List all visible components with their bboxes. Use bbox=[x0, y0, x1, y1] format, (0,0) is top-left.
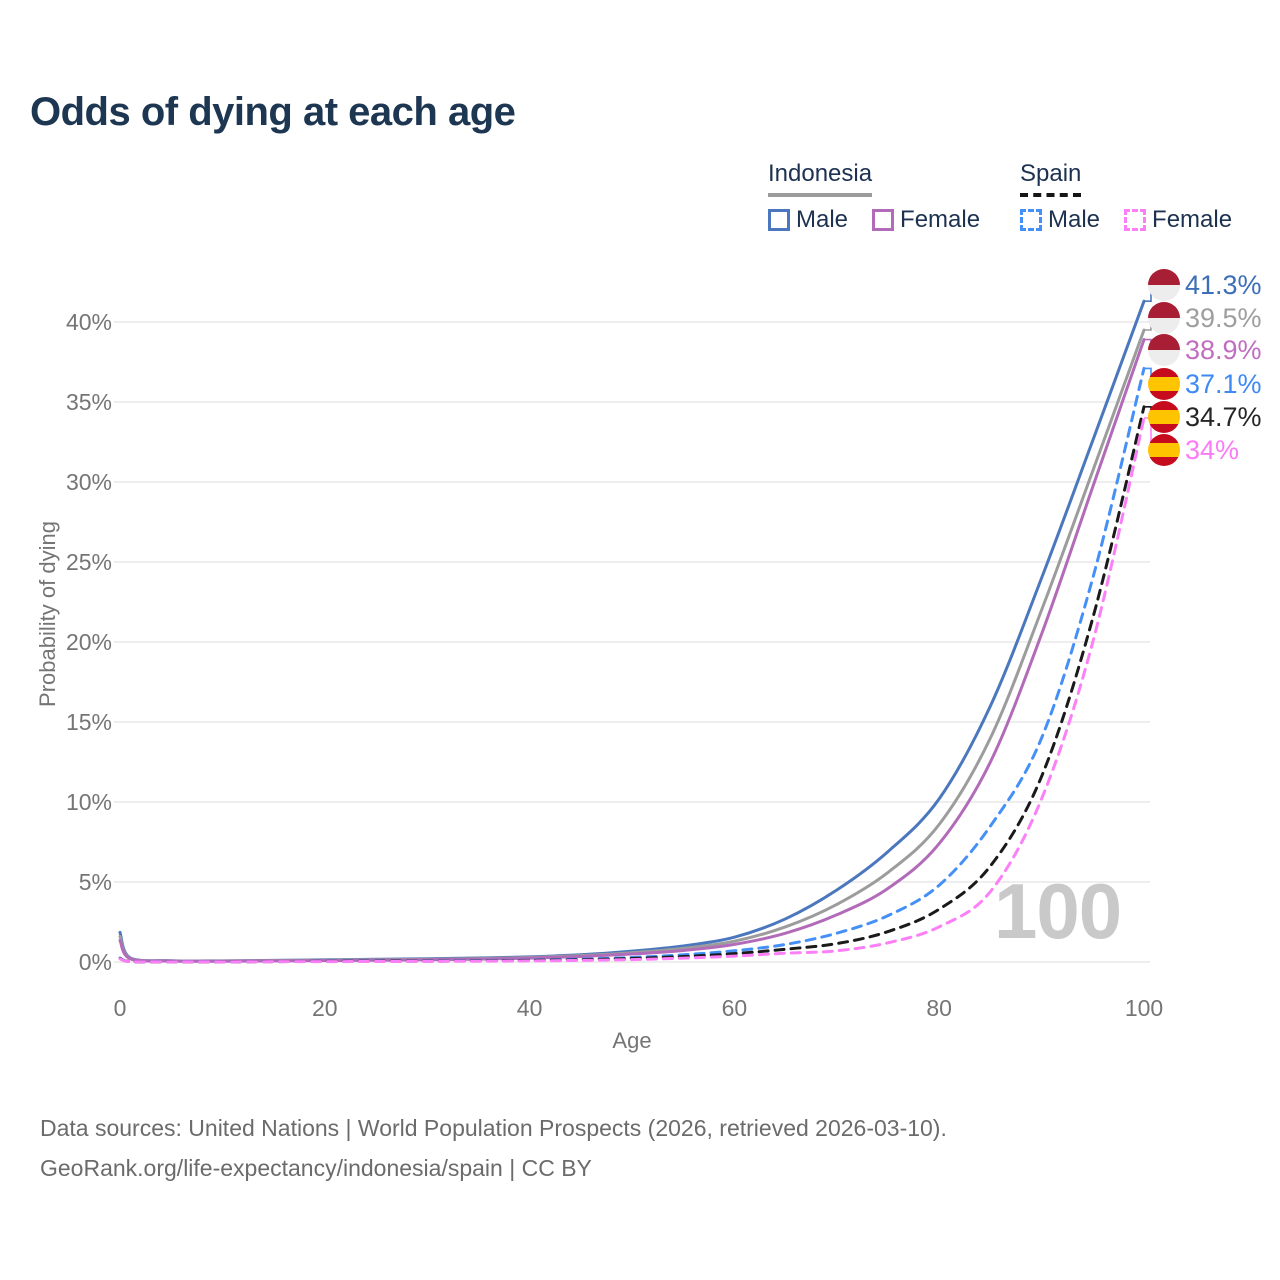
legend-item-indonesia-female: Female bbox=[872, 206, 980, 234]
legend-label-spain-male: Male bbox=[1048, 206, 1101, 233]
y-tick-label-0: 0% bbox=[79, 949, 112, 975]
series-line-indonesia-male bbox=[118, 299, 1146, 963]
end-label-spain-female: 34% bbox=[1148, 434, 1239, 466]
legend-label-indonesia-female: Female bbox=[900, 206, 981, 233]
spain-flag-icon bbox=[1148, 434, 1180, 466]
y-tick-label-25: 25% bbox=[66, 549, 112, 575]
end-label-spain-both-sexes: 34.7% bbox=[1148, 401, 1262, 433]
legend-checkbox-spain-male[interactable] bbox=[1020, 209, 1042, 231]
legend-header-spain: Spain bbox=[1020, 160, 1082, 197]
series-line-spain-male bbox=[118, 366, 1146, 964]
x-axis-title: Age bbox=[612, 1028, 652, 1053]
end-value: 39.5% bbox=[1185, 302, 1262, 333]
indonesia-flag-icon bbox=[1148, 302, 1180, 334]
y-tick-label-10: 10% bbox=[66, 789, 112, 815]
end-value: 34.7% bbox=[1185, 401, 1262, 432]
x-tick-label-0: 0 bbox=[114, 995, 127, 1021]
y-tick-label-40: 40% bbox=[66, 309, 112, 335]
legend-item-spain-male: Male bbox=[1020, 206, 1100, 234]
x-tick-label-80: 80 bbox=[926, 995, 952, 1021]
x-tick-label-40: 40 bbox=[517, 995, 543, 1021]
legend-label-spain-female: Female bbox=[1152, 206, 1233, 233]
spain-flag-icon bbox=[1148, 368, 1180, 400]
legend-group-spain: Spain Male Female bbox=[1020, 160, 1232, 234]
x-tick-label-100: 100 bbox=[1125, 995, 1163, 1021]
end-label-spain-male: 37.1% bbox=[1148, 368, 1262, 400]
end-label-indonesia-female: 38.9% bbox=[1148, 334, 1262, 366]
y-tick-label-5: 5% bbox=[79, 869, 112, 895]
end-value: 37.1% bbox=[1185, 368, 1262, 399]
y-tick-label-15: 15% bbox=[66, 709, 112, 735]
series-line-indonesia-both-sexes bbox=[118, 328, 1146, 963]
indonesia-flag-icon bbox=[1148, 334, 1180, 366]
end-value: 38.9% bbox=[1185, 334, 1262, 365]
y-tick-label-20: 20% bbox=[66, 629, 112, 655]
footer-attribution: GeoRank.org/life-expectancy/indonesia/sp… bbox=[40, 1155, 592, 1181]
legend-checkbox-indonesia-male[interactable] bbox=[768, 209, 790, 231]
footer: Data sources: United Nations | World Pop… bbox=[40, 1108, 947, 1188]
legend-checkbox-indonesia-female[interactable] bbox=[872, 209, 895, 231]
end-label-indonesia-male: 41.3% bbox=[1148, 269, 1262, 301]
legend-label-indonesia-male: Male bbox=[796, 206, 849, 233]
spain-flag-icon bbox=[1148, 401, 1180, 433]
x-tick-label-60: 60 bbox=[722, 995, 748, 1021]
legend-item-indonesia-male: Male bbox=[768, 206, 848, 234]
legend-group-indonesia: Indonesia Male Female bbox=[768, 160, 980, 234]
legend-checkbox-spain-female[interactable] bbox=[1124, 209, 1147, 231]
series-line-indonesia-female bbox=[118, 338, 1146, 963]
end-value: 34% bbox=[1185, 434, 1240, 465]
y-tick-label-30: 30% bbox=[66, 469, 112, 495]
footer-sources: Data sources: United Nations | World Pop… bbox=[40, 1115, 947, 1141]
legend-item-spain-female: Female bbox=[1124, 206, 1232, 234]
x-tick-label-20: 20 bbox=[312, 995, 338, 1021]
y-axis-title: Probability of dying bbox=[35, 521, 60, 707]
series-line-spain-female bbox=[118, 416, 1146, 964]
series-line-spain-both-sexes bbox=[118, 405, 1146, 964]
page-title: Odds of dying at each age bbox=[30, 90, 516, 134]
y-tick-label-35: 35% bbox=[66, 389, 112, 415]
legend-header-indonesia: Indonesia bbox=[768, 160, 873, 197]
end-value: 41.3% bbox=[1185, 269, 1262, 300]
end-label-indonesia-both-sexes: 39.5% bbox=[1148, 302, 1262, 334]
indonesia-flag-icon bbox=[1148, 269, 1180, 301]
age-watermark: 100 bbox=[994, 867, 1122, 955]
